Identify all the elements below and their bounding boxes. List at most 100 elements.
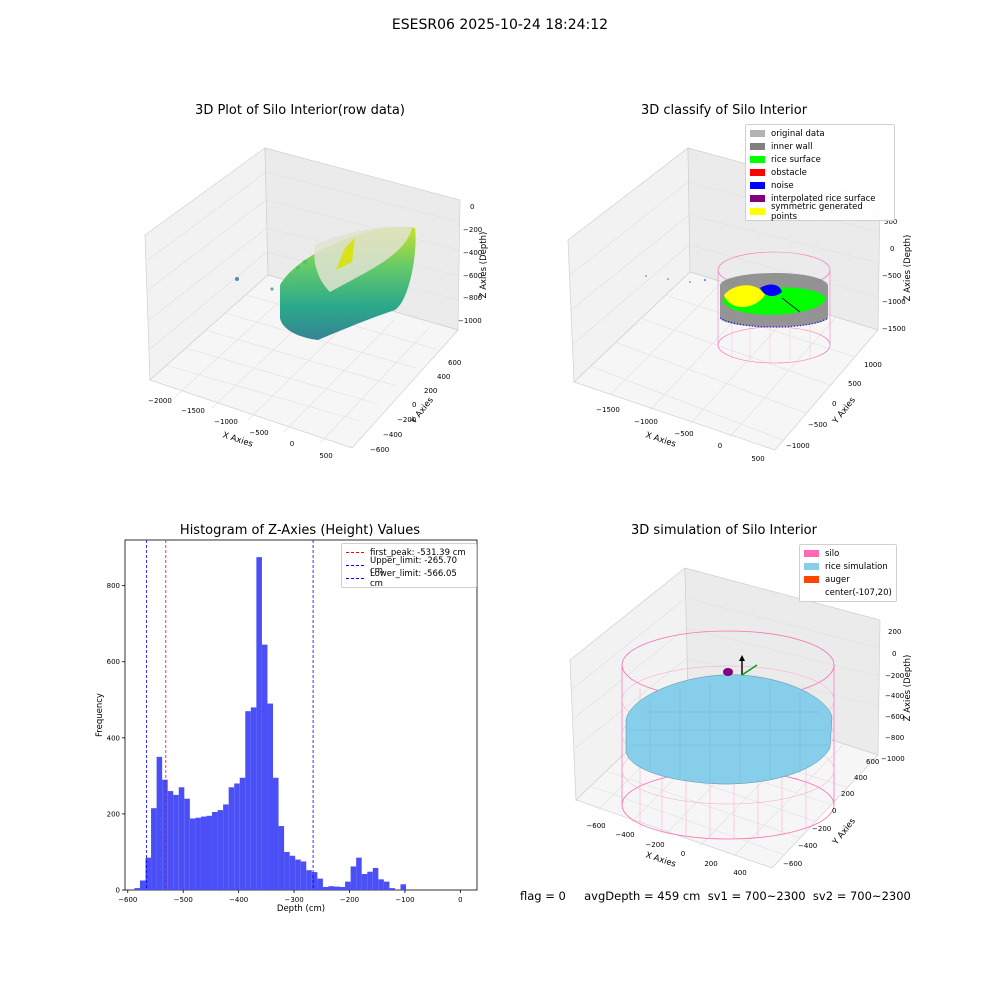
classify-xtick: −1500 bbox=[596, 406, 620, 414]
raw-ztick: −1000 bbox=[458, 317, 482, 325]
legend-swatch bbox=[750, 156, 765, 163]
histogram-bar bbox=[383, 881, 390, 890]
histogram-xtick-label: −100 bbox=[395, 896, 414, 904]
histogram-xtick-label: −300 bbox=[284, 896, 303, 904]
raw-plot-title: 3D Plot of Silo Interior(row data) bbox=[195, 103, 405, 118]
histogram-bar bbox=[311, 872, 318, 890]
simulation-axes-box bbox=[569, 567, 881, 869]
simulation-xtick: 400 bbox=[733, 869, 746, 877]
histogram-bar bbox=[206, 815, 213, 890]
histogram-bar bbox=[250, 707, 257, 890]
histogram-bar bbox=[189, 818, 196, 890]
raw-axes-box bbox=[144, 147, 461, 449]
legend-label: original data bbox=[771, 128, 825, 139]
histogram-bar bbox=[389, 888, 395, 890]
raw-zlabel: Z Axies (Depth) bbox=[479, 232, 489, 299]
simulation-ztick: −400 bbox=[885, 692, 904, 700]
legend-label: obstacle bbox=[771, 167, 807, 178]
raw-ylabel: Y Axies bbox=[408, 395, 436, 427]
simulation-ytick: −600 bbox=[783, 860, 802, 868]
raw-ytick: −400 bbox=[383, 431, 402, 439]
simulation-ztick: −600 bbox=[885, 713, 904, 721]
histogram-xtick-label: −400 bbox=[229, 896, 248, 904]
raw-ztick: −200 bbox=[463, 226, 482, 234]
legend-label: inner wall bbox=[771, 141, 813, 152]
legend-label: noise bbox=[771, 180, 794, 191]
histogram-ytick-label: 200 bbox=[107, 810, 120, 818]
legend-item: rice simulation bbox=[804, 560, 892, 573]
legend-item: interpolated rice surface bbox=[750, 192, 890, 205]
classify-ytick: 0 bbox=[832, 400, 836, 408]
legend-item: original data bbox=[750, 127, 890, 140]
raw-xtick: −500 bbox=[249, 429, 268, 437]
simulation-silo-and-rice bbox=[621, 630, 835, 840]
histogram-xtick-label: −200 bbox=[340, 896, 359, 904]
simulation-zlabel: Z Axies (Depth) bbox=[903, 655, 913, 722]
histogram-bar bbox=[184, 798, 190, 890]
classify-ticks: −1500 −1000 −500 0 500 −1000 −500 0 500 … bbox=[596, 218, 906, 463]
raw-xtick: −1000 bbox=[214, 418, 238, 426]
legend-item: symmetric generated points bbox=[750, 202, 890, 222]
histogram-ytick-label: 400 bbox=[107, 734, 120, 742]
legend-label: center(-107,20) bbox=[825, 587, 892, 598]
histogram-bar bbox=[261, 644, 268, 890]
raw-ztick: −600 bbox=[463, 272, 482, 280]
legend-label: silo bbox=[825, 548, 840, 559]
simulation-ytick: −200 bbox=[812, 825, 831, 833]
classify-zlabel: Z Axies (Depth) bbox=[903, 235, 913, 302]
simulation-ztick: 0 bbox=[892, 650, 896, 658]
classify-ztick: −500 bbox=[882, 272, 901, 280]
classify-ztick: −1500 bbox=[882, 325, 906, 333]
histogram-bar bbox=[195, 817, 201, 890]
legend-swatch bbox=[750, 143, 765, 150]
histogram-bar bbox=[361, 874, 368, 890]
histogram-bar bbox=[345, 881, 351, 890]
classify-xtick: 0 bbox=[718, 442, 722, 450]
histogram-vlines bbox=[146, 540, 314, 890]
histogram-bar bbox=[372, 867, 379, 890]
histogram-bar bbox=[178, 787, 185, 890]
histogram-bar bbox=[267, 703, 274, 890]
simulation-ztick: 200 bbox=[888, 628, 901, 636]
histogram-bar bbox=[162, 779, 168, 890]
legend-swatch bbox=[750, 195, 765, 202]
histogram-bar bbox=[245, 711, 251, 890]
classify-point-cloud bbox=[645, 251, 831, 364]
histogram-xlabel: Depth (cm) bbox=[277, 904, 325, 914]
classify-ytick: −500 bbox=[808, 421, 827, 429]
raw-ytick: −200 bbox=[397, 416, 416, 424]
legend-item: rice surface bbox=[750, 153, 890, 166]
histogram-yticks: 0 200 400 600 800 bbox=[107, 582, 125, 895]
legend-label: rice simulation bbox=[825, 561, 888, 572]
raw-xtick: 500 bbox=[319, 452, 332, 460]
raw-ytick: 0 bbox=[412, 401, 416, 409]
legend-swatch bbox=[750, 182, 765, 189]
histogram-bar bbox=[212, 812, 218, 890]
simulation-ytick: 600 bbox=[866, 758, 879, 766]
histogram-bar bbox=[400, 884, 407, 890]
legend-item: center(-107,20) bbox=[804, 586, 892, 599]
histogram-bar bbox=[139, 880, 146, 890]
status-line: flag = 0 avgDepth = 459 cm sv1 = 700~230… bbox=[520, 889, 911, 903]
histogram-bar bbox=[300, 861, 307, 890]
histogram-title: Histogram of Z-Axies (Height) Values bbox=[179, 523, 421, 538]
simulation-xlabel: X Axies bbox=[644, 850, 677, 869]
simulation-ytick: 200 bbox=[841, 790, 854, 798]
histogram-bar bbox=[328, 886, 334, 890]
classify-ytick: −1000 bbox=[786, 442, 810, 450]
simulation-plot-title: 3D simulation of Silo Interior bbox=[631, 523, 817, 538]
legend-label: auger bbox=[825, 574, 850, 585]
simulation-ylabel: Y Axies bbox=[830, 816, 858, 848]
histogram-ytick-label: 600 bbox=[107, 658, 120, 666]
raw-ztick: −800 bbox=[463, 294, 482, 302]
legend-swatch bbox=[804, 576, 819, 583]
legend-label: Lower_limit: -566.05 cm bbox=[370, 568, 457, 589]
classify-ytick: 500 bbox=[848, 380, 861, 388]
legend-swatch bbox=[750, 130, 765, 137]
histogram-bar bbox=[200, 816, 207, 890]
classify-xlabel: X Axies bbox=[644, 430, 677, 449]
classify-legend: original data inner wall rice surface ob… bbox=[745, 124, 895, 222]
raw-ytick: 200 bbox=[424, 387, 437, 395]
simulation-xtick: 200 bbox=[704, 860, 717, 868]
raw-ytick: 400 bbox=[437, 373, 450, 381]
